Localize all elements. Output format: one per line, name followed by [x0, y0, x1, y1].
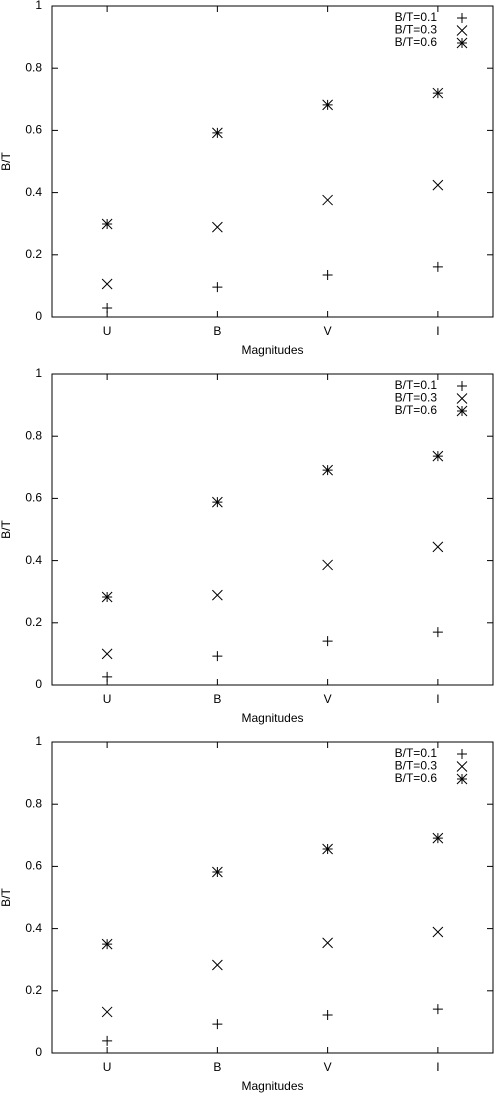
legend-marker: [457, 749, 467, 759]
data-point: [101, 1006, 113, 1018]
legend-marker: [457, 13, 467, 23]
y-tick-label: 0.2: [25, 983, 42, 997]
data-point: [432, 261, 443, 272]
legend-label: B/T=0.1: [395, 746, 438, 760]
data-point: [432, 541, 444, 553]
data-point: [322, 559, 333, 571]
y-tick-label: 0.2: [25, 615, 42, 629]
data-point: [212, 651, 223, 662]
data-point: [212, 589, 223, 601]
legend-marker: [456, 393, 468, 404]
y-tick-label: 0: [35, 309, 42, 323]
legend-marker: [456, 405, 468, 417]
data-point: [101, 278, 113, 290]
data-point: [322, 270, 333, 281]
y-tick-label: 1: [35, 366, 42, 380]
x-tick-label: V: [324, 324, 332, 338]
legend-marker: [456, 25, 468, 36]
y-axis-label: B/T: [0, 519, 13, 538]
data-point: [101, 648, 113, 660]
legend-marker: [456, 773, 468, 785]
data-point: [432, 832, 444, 844]
y-tick-label: 0.6: [25, 491, 42, 505]
x-tick-label: I: [436, 1060, 439, 1074]
x-tick-label: B: [213, 324, 221, 338]
data-point: [101, 938, 113, 950]
legend-label: B/T=0.3: [395, 23, 438, 37]
data-point: [212, 127, 223, 139]
plot-frame: [51, 5, 494, 318]
x-tick-label: B: [213, 692, 221, 706]
legend-label: B/T=0.1: [395, 10, 438, 24]
data-point: [102, 1035, 113, 1046]
data-point: [432, 1004, 443, 1015]
data-point: [102, 302, 113, 313]
x-axis-label: Magnitudes: [241, 711, 303, 725]
data-point: [212, 1019, 223, 1030]
x-axis-label: Magnitudes: [241, 343, 303, 357]
data-point: [322, 99, 333, 111]
legend-label: B/T=0.1: [395, 378, 438, 392]
x-tick-label: V: [324, 692, 332, 706]
y-tick-label: 0.2: [25, 247, 42, 261]
data-point: [212, 496, 223, 508]
data-point: [102, 671, 113, 682]
plot-frame: [51, 741, 494, 1054]
legend-marker: [456, 761, 468, 772]
y-tick-label: 1: [35, 734, 42, 748]
data-point: [212, 282, 223, 293]
legend-label: B/T=0.6: [395, 771, 438, 785]
x-tick-label: V: [324, 1060, 332, 1074]
data-point: [101, 591, 113, 603]
data-point: [432, 627, 443, 638]
legend-marker: [457, 381, 467, 391]
y-tick-label: 0: [35, 1045, 42, 1059]
data-point: [322, 636, 333, 647]
x-tick-label: I: [436, 692, 439, 706]
data-point: [101, 218, 113, 230]
legend-label: B/T=0.6: [395, 35, 438, 49]
y-tick-label: 0: [35, 677, 42, 691]
y-tick-label: 0.8: [25, 796, 42, 810]
legend-label: B/T=0.3: [395, 391, 438, 405]
legend-label: B/T=0.6: [395, 403, 438, 417]
data-point: [432, 926, 444, 938]
y-tick-label: 0.6: [25, 859, 42, 873]
x-tick-label: U: [103, 692, 112, 706]
y-tick-label: 0.8: [25, 60, 42, 74]
y-tick-label: 0.4: [25, 921, 42, 935]
data-point: [322, 937, 333, 949]
data-point: [322, 1010, 333, 1021]
y-tick-label: 0.8: [25, 428, 42, 442]
legend-marker: [456, 37, 468, 49]
data-point: [322, 464, 333, 476]
data-point: [212, 959, 223, 971]
data-point: [322, 194, 333, 206]
y-tick-label: 1: [35, 0, 42, 12]
data-point: [212, 866, 223, 878]
y-tick-label: 0.6: [25, 123, 42, 137]
x-tick-label: B: [213, 1060, 221, 1074]
y-axis-label: B/T: [0, 887, 13, 906]
data-point: [432, 179, 444, 191]
y-axis-label: B/T: [0, 151, 13, 170]
data-point: [432, 87, 444, 99]
x-axis-label: Magnitudes: [241, 1079, 303, 1093]
data-point: [322, 843, 333, 855]
x-tick-label: U: [103, 1060, 112, 1074]
x-tick-label: I: [436, 324, 439, 338]
plot-frame: [51, 373, 494, 686]
x-tick-label: U: [103, 324, 112, 338]
y-tick-label: 0.4: [25, 553, 42, 567]
data-point: [212, 221, 223, 233]
data-point: [432, 450, 444, 462]
legend-label: B/T=0.3: [395, 759, 438, 773]
y-tick-label: 0.4: [25, 185, 42, 199]
